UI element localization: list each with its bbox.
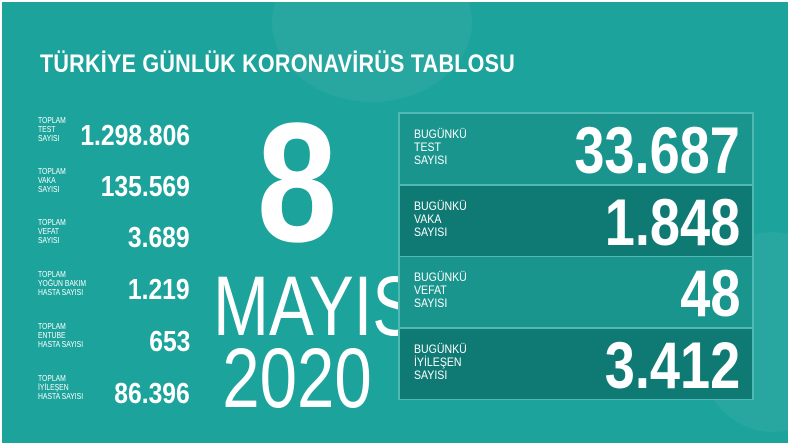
today-stat-value: 33.687 <box>574 113 740 187</box>
total-stat-label: TOPLAM İYİLEŞEN HASTA SAYISI <box>38 374 83 401</box>
label-line: TOPLAM <box>38 374 66 383</box>
total-stat: TOPLAM VAKA SAYISI 135.569 <box>38 167 190 207</box>
label-line: SAYISI <box>414 224 448 239</box>
total-stat: TOPLAM ENTUBE HASTA SAYISI 653 <box>38 322 190 362</box>
today-stat-row: BUGÜNKÜ VEFAT SAYISI 48 <box>400 257 752 327</box>
label-line: BUGÜNKÜ <box>414 198 467 213</box>
label-line: VEFAT <box>414 283 447 297</box>
label-line: TOPLAM <box>38 322 66 331</box>
today-stat-row: BUGÜNKÜ İYİLEŞEN SAYISI 3.412 <box>400 327 752 402</box>
label-line: SAYISI <box>38 236 60 245</box>
label-line: YOĞUN BAKIM <box>38 279 86 288</box>
total-stat-label: TOPLAM VEFAT SAYISI <box>38 218 66 245</box>
infographic-card: TÜRKİYE GÜNLÜK KORONAVİRÜS TABLOSU TOPLA… <box>2 2 788 443</box>
today-stat-label: BUGÜNKÜ TEST SAYISI <box>414 128 467 167</box>
total-stat-label: TOPLAM VAKA SAYISI <box>38 167 66 194</box>
label-line: İYİLEŞEN <box>414 354 462 369</box>
label-line: SAYISI <box>414 296 448 310</box>
today-panel: BUGÜNKÜ TEST SAYISI 33.687 BUGÜNKÜ VAKA SAYISI… <box>398 112 754 400</box>
today-stat-label: BUGÜNKÜ VEFAT SAYISI <box>414 271 467 310</box>
total-stat: TOPLAM TEST SAYISI 1.298.806 <box>38 116 190 156</box>
today-stat-row: BUGÜNKÜ VAKA SAYISI 1.848 <box>400 184 752 259</box>
total-stat-value: 653 <box>148 326 190 358</box>
label-line: VAKA <box>414 211 442 226</box>
total-stat-label: TOPLAM ENTUBE HASTA SAYISI <box>38 322 83 349</box>
label-line: TEST <box>38 125 56 134</box>
date-year: 2020 <box>222 331 372 425</box>
total-stat-value: 135.569 <box>100 171 190 203</box>
label-line: SAYISI <box>414 153 448 167</box>
today-stat-value: 48 <box>679 256 740 330</box>
label-line: HASTA SAYISI <box>38 340 84 349</box>
total-stat: TOPLAM İYİLEŞEN HASTA SAYISI 86.396 <box>38 374 190 414</box>
total-stat-label: TOPLAM YOĞUN BAKIM HASTA SAYISI <box>38 270 86 297</box>
label-line: TOPLAM <box>38 167 66 176</box>
today-stat-value: 3.412 <box>604 327 740 402</box>
label-line: BUGÜNKÜ <box>414 341 467 356</box>
label-line: TOPLAM <box>38 270 66 279</box>
total-stat-label: TOPLAM TEST SAYISI <box>38 116 66 143</box>
today-stat-label: BUGÜNKÜ VAKA SAYISI <box>414 198 467 239</box>
label-line: TEST <box>414 140 441 154</box>
label-line: VAKA <box>38 176 56 185</box>
label-line: VEFAT <box>38 227 60 236</box>
label-line: SAYISI <box>38 134 60 143</box>
label-line: TOPLAM <box>38 218 66 227</box>
total-stat-value: 1.219 <box>128 274 190 306</box>
total-stat-value: 1.298.806 <box>80 120 190 152</box>
label-line: İYİLEŞEN <box>38 383 69 392</box>
label-line: ENTUBE <box>38 331 66 340</box>
label-line: SAYISI <box>38 185 60 194</box>
total-stat-value: 86.396 <box>114 378 190 410</box>
label-line: HASTA SAYISI <box>38 392 84 401</box>
label-line: HASTA SAYISI <box>38 288 84 297</box>
label-line: SAYISI <box>414 367 448 382</box>
label-line: TOPLAM <box>38 116 66 125</box>
today-stat-row: BUGÜNKÜ TEST SAYISI 33.687 <box>400 114 752 184</box>
date-month: MAYIS <box>213 259 418 353</box>
page-title: TÜRKİYE GÜNLÜK KORONAVİRÜS TABLOSU <box>40 50 516 78</box>
today-stat-value: 1.848 <box>604 184 740 259</box>
today-stat-label: BUGÜNKÜ İYİLEŞEN SAYISI <box>414 341 467 382</box>
total-stat: TOPLAM YOĞUN BAKIM HASTA SAYISI 1.219 <box>38 270 190 310</box>
total-stat: TOPLAM VEFAT SAYISI 3.689 <box>38 218 190 258</box>
date-day: 8 <box>256 88 338 278</box>
label-line: BUGÜNKÜ <box>414 127 467 141</box>
total-stat-value: 3.689 <box>128 222 190 254</box>
label-line: BUGÜNKÜ <box>414 270 467 284</box>
